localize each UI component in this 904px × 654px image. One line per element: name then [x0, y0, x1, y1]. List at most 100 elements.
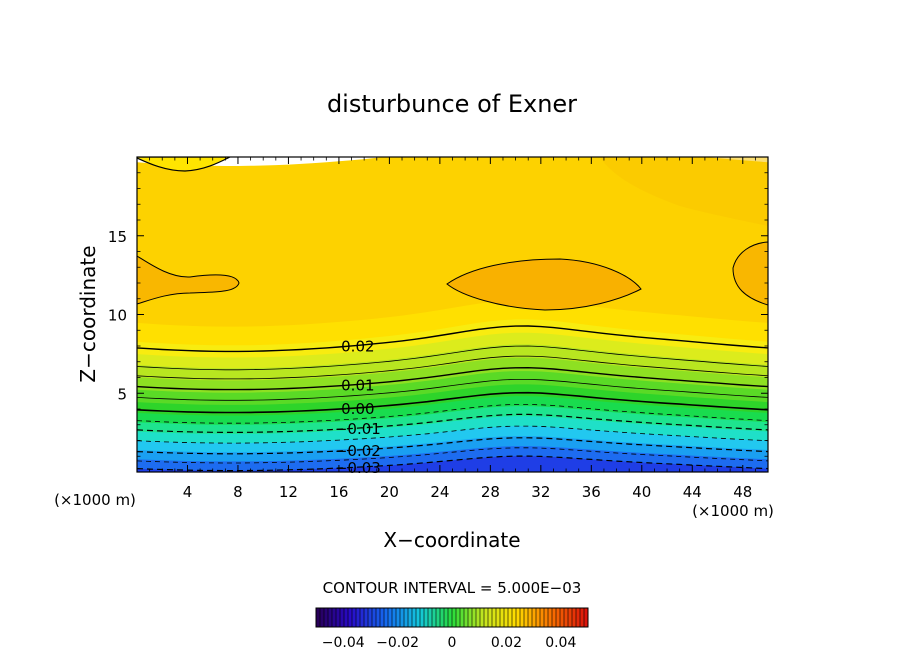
contour-line — [137, 455, 768, 472]
colorbar-swatch — [376, 608, 381, 627]
plot-area — [137, 157, 768, 472]
contour-label: −0.01 — [335, 420, 381, 438]
contour-line — [137, 404, 768, 424]
contour-label: −0.02 — [335, 442, 381, 460]
z-unit-label: (×1000 m) — [54, 491, 136, 509]
colorbar-swatch — [464, 608, 469, 627]
contour-line — [137, 425, 768, 444]
colorbar-swatch — [372, 608, 377, 627]
colorbar-swatch — [552, 608, 557, 627]
upper-left-warm-region — [137, 157, 231, 172]
colorbar-swatch — [576, 608, 581, 627]
colorbar-swatch — [496, 608, 501, 627]
x-tick-label: 28 — [481, 483, 500, 501]
colorbar-tick-label: −0.02 — [376, 635, 419, 651]
colorbar-swatch — [492, 608, 497, 627]
x-tick-label: 12 — [279, 483, 298, 501]
colorbar-swatch — [572, 608, 577, 627]
x-tick-label: 44 — [683, 483, 702, 501]
colorbar-swatch — [416, 608, 421, 627]
central-warm-region — [446, 258, 642, 311]
x-tick-label: 20 — [380, 483, 399, 501]
colorbar-swatch — [384, 608, 389, 627]
contour-line — [137, 325, 768, 353]
x-tick-label: 8 — [233, 483, 243, 501]
colorbar-swatch — [336, 608, 341, 627]
colorbar-swatch — [532, 608, 537, 627]
contour-line — [137, 447, 768, 464]
colorbar-swatch — [460, 608, 465, 627]
colorbar-swatch — [316, 608, 321, 627]
colorbar-swatch — [556, 608, 561, 627]
warm-regions — [137, 157, 768, 311]
colorbar-swatch — [560, 608, 565, 627]
colorbar-swatch — [544, 608, 549, 627]
colorbar-swatch — [480, 608, 485, 627]
colorbar-swatch — [388, 608, 393, 627]
colorbar-swatch — [412, 608, 417, 627]
x-tick-label: 4 — [183, 483, 193, 501]
x-tick-label: 36 — [582, 483, 601, 501]
y-tick-label: 5 — [117, 385, 127, 403]
colorbar-swatch — [468, 608, 473, 627]
contour-label: 0.00 — [341, 400, 374, 418]
contour-label: 0.02 — [341, 337, 374, 355]
colorbar-swatch — [320, 608, 325, 627]
colorbar-swatch — [512, 608, 517, 627]
colorbar-swatch — [368, 608, 373, 627]
x-tick-label: 24 — [430, 483, 449, 501]
colorbar-swatch — [324, 608, 329, 627]
colorbar-swatch — [420, 608, 425, 627]
colorbar-swatch — [404, 608, 409, 627]
colorbar — [315, 607, 589, 628]
colorbar-swatch — [428, 608, 433, 627]
colorbar-swatch — [344, 608, 349, 627]
colorbar-swatch — [332, 608, 337, 627]
colorbar-swatch — [520, 608, 525, 627]
colorbar-swatch — [400, 608, 405, 627]
colorbar-swatch — [436, 608, 441, 627]
colorbar-swatch — [448, 608, 453, 627]
x-tick-label: 32 — [531, 483, 550, 501]
colorbar-swatch — [440, 608, 445, 627]
colorbar-swatch — [352, 608, 357, 627]
left-warm-region — [137, 255, 240, 305]
colorbar-swatch — [348, 608, 353, 627]
contour-lines — [137, 325, 768, 472]
colorbar-tick-label: 0 — [448, 635, 457, 651]
colorbar-tick-label: −0.04 — [322, 635, 365, 651]
y-axis-label: Z−coordinate — [76, 245, 100, 382]
colorbar-swatch — [328, 608, 333, 627]
colorbar-frame — [315, 607, 589, 628]
colorbar-swatch — [364, 608, 369, 627]
x-tick-label: 48 — [733, 483, 752, 501]
colorbar-swatch — [504, 608, 509, 627]
colorbar-swatch — [584, 608, 589, 627]
contour-line — [137, 355, 768, 380]
colorbar-swatch — [540, 608, 545, 627]
x-axis-label: X−coordinate — [383, 528, 520, 552]
color-bands — [137, 157, 768, 472]
colorbar-swatch — [524, 608, 529, 627]
contour-line — [137, 366, 768, 391]
colorbar-swatch — [476, 608, 481, 627]
colorbar-swatch — [516, 608, 521, 627]
contour-line — [137, 391, 768, 414]
colorbar-swatch — [396, 608, 401, 627]
contour-line — [137, 345, 768, 371]
x-tick-label: 40 — [632, 483, 651, 501]
colorbar-tick-labels: −0.04 −0.02 0 0.02 0.04 — [322, 635, 577, 651]
right-warm-region — [732, 241, 768, 306]
colorbar-swatch — [444, 608, 449, 627]
colorbar-tick-label: 0.04 — [545, 635, 576, 651]
y-tick-label: 10 — [108, 307, 127, 325]
colorbar-swatch — [536, 608, 541, 627]
colorbar-swatch — [360, 608, 365, 627]
chart-title: disturbunce of Exner — [327, 90, 577, 118]
x-unit-label: (×1000 m) — [692, 502, 774, 520]
upper-right-warm-region — [600, 157, 768, 226]
colorbar-swatch — [408, 608, 413, 627]
colorbar-swatch — [528, 608, 533, 627]
y-axis-ticks: 5 10 15 — [108, 172, 768, 457]
